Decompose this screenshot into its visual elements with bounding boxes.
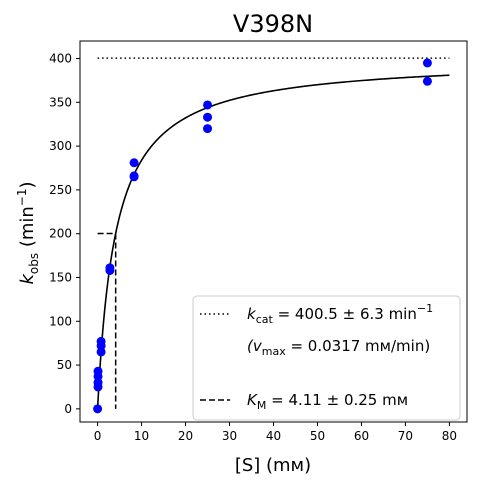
y-tick-label: 400 (49, 52, 72, 66)
data-point (96, 336, 106, 346)
data-point (422, 58, 432, 68)
fit-curve (96, 74, 450, 409)
x-tick-label: 40 (266, 429, 281, 443)
data-point (203, 100, 213, 110)
data-point (105, 263, 115, 273)
y-tick-label: 300 (49, 139, 72, 153)
y-tick-label: 100 (49, 314, 72, 328)
data-point (129, 171, 139, 181)
legend-km-label: KM = 4.11 ± 0.25 mм (247, 391, 408, 412)
y-tick-label: 200 (49, 227, 72, 241)
x-axis-label: [S] (mм) (235, 455, 311, 476)
x-tick-label: 60 (354, 429, 369, 443)
x-tick-label: 30 (222, 429, 237, 443)
y-tick-label: 350 (49, 95, 72, 109)
data-point (129, 158, 139, 168)
legend-box (192, 295, 461, 421)
chart-lines (96, 57, 450, 409)
x-tick-label: 70 (398, 429, 413, 443)
y-tick-label: 0 (64, 402, 72, 416)
data-point (93, 404, 103, 414)
data-point (93, 366, 103, 376)
legend-kcat-label: kcat = 400.5 ± 6.3 min−1 (247, 302, 433, 326)
x-tick-label: 20 (178, 429, 193, 443)
data-point (203, 124, 213, 134)
legend: kcat = 400.5 ± 6.3 min−1 (vmax = 0.0317 … (192, 295, 461, 421)
data-point (422, 76, 432, 86)
plot-frame (79, 40, 468, 423)
chart-title: V398N (233, 10, 313, 38)
x-tick-label: 10 (134, 429, 149, 443)
y-tick-label: 150 (49, 270, 72, 284)
data-points (93, 58, 432, 414)
x-tick-label: 50 (310, 429, 325, 443)
x-tick-label: 0 (94, 429, 102, 443)
y-tick-label: 250 (49, 183, 72, 197)
y-axis-label: kobs (min−1) (15, 181, 41, 284)
legend-vmax-label: (vmax = 0.0317 mм/min) (247, 337, 430, 358)
y-tick-label: 50 (57, 358, 72, 372)
x-tick-label: 80 (442, 429, 457, 443)
data-point (203, 112, 213, 122)
axis-ticks: 0 10 20 30 40 50 60 70 80 0 50 100 150 200 250 300 350 40… (49, 52, 457, 443)
